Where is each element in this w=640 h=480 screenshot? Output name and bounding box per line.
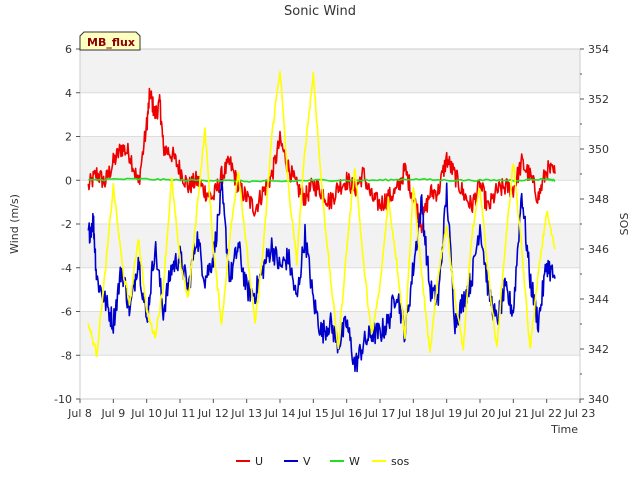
series-line-U <box>87 87 556 234</box>
y2-tick-label: 342 <box>588 343 609 356</box>
site-label: MB_flux <box>87 36 135 49</box>
x-tick-label: Jul 10 <box>130 407 162 420</box>
y2-axis-label: SOS <box>618 213 631 236</box>
site-label-bg <box>79 31 141 51</box>
y-tick-label: -4 <box>61 262 72 275</box>
y2-tick-label: 348 <box>588 193 609 206</box>
x-tick-label: Jul 12 <box>197 407 229 420</box>
x-tick-label: Jul 18 <box>397 407 429 420</box>
series-line-V <box>87 179 556 373</box>
y2-tick-label: 350 <box>588 143 609 156</box>
x-axis-label: Time <box>550 423 578 436</box>
y-tick-label: 2 <box>65 131 72 144</box>
x-tick-label: Jul 15 <box>297 407 329 420</box>
y-axis-label: Wind (m/s) <box>8 194 21 254</box>
x-tick-label: Jul 23 <box>564 407 596 420</box>
x-tick-label: Jul 22 <box>530 407 562 420</box>
chart-title: Sonic Wind <box>284 4 356 19</box>
y-tick-label: -2 <box>61 218 72 231</box>
site-label-box: MB_flux <box>79 31 141 51</box>
y2-tick-label: 346 <box>588 243 609 256</box>
x-tick-label: Jul 14 <box>264 407 296 420</box>
y-tick-label: -10 <box>54 393 72 406</box>
y2-tick-label: 344 <box>588 293 609 306</box>
x-tick-label: Jul 11 <box>164 407 196 420</box>
y-tick-label: 0 <box>65 174 72 187</box>
legend-label-sos: sos <box>391 455 409 468</box>
legend-label-W: W <box>349 455 360 468</box>
x-tick-label: Jul 16 <box>330 407 362 420</box>
x-tick-label: Jul 9 <box>100 407 125 420</box>
series-line-sos <box>87 70 556 358</box>
x-tick-label: Jul 19 <box>430 407 462 420</box>
x-tick-label: Jul 8 <box>67 407 92 420</box>
y2-tick-label: 352 <box>588 93 609 106</box>
y2-tick-label: 354 <box>588 43 609 56</box>
background-band <box>80 49 580 93</box>
legend-label-V: V <box>303 455 311 468</box>
y-tick-label: -8 <box>61 349 72 362</box>
x-tick-label: Jul 21 <box>497 407 529 420</box>
x-tick-label: Jul 17 <box>364 407 396 420</box>
y-tick-label: 4 <box>65 87 72 100</box>
background-band <box>80 136 580 181</box>
y2-tick-label: 340 <box>588 393 609 406</box>
legend-label-U: U <box>255 455 263 468</box>
series-line-W <box>88 177 556 183</box>
y-tick-label: -6 <box>61 306 72 319</box>
x-tick-label: Jul 13 <box>230 407 262 420</box>
x-tick-label: Jul 20 <box>464 407 496 420</box>
y-tick-label: 6 <box>65 43 72 56</box>
background-band <box>80 224 580 268</box>
